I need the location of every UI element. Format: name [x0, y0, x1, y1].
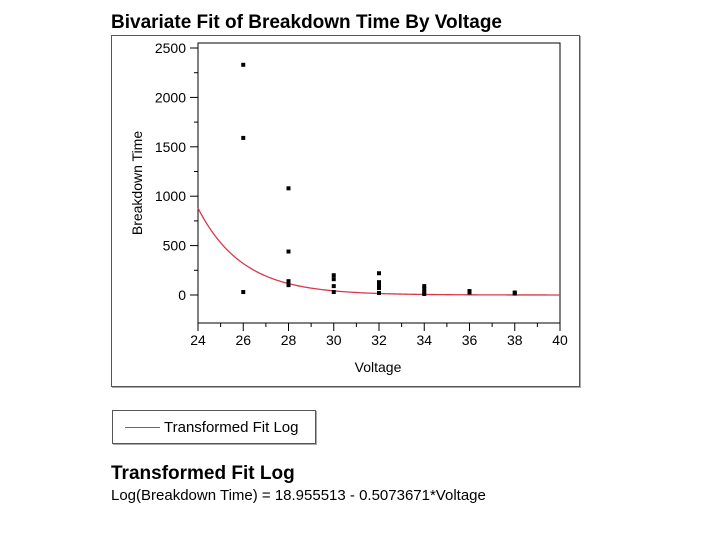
data-point: [241, 290, 246, 295]
report-frame: [111, 35, 580, 387]
y-tick-label: 0: [178, 287, 186, 303]
data-point: [331, 273, 336, 278]
legend-label: Transformed Fit Log: [164, 419, 299, 436]
data-point: [377, 271, 381, 276]
x-tick-label: 24: [190, 332, 206, 348]
data-point: [377, 291, 381, 296]
data-point: [241, 62, 246, 67]
x-tick-label: 28: [281, 332, 297, 348]
data-point: [286, 279, 291, 284]
y-tick-label: 1000: [155, 188, 186, 204]
y-tick-label: 500: [163, 238, 187, 254]
x-axis-label: Voltage: [355, 359, 402, 375]
data-point: [422, 292, 427, 297]
data-point: [331, 284, 336, 289]
legend-swatch: [125, 427, 160, 428]
fit-report-title: Transformed Fit Log: [111, 463, 295, 484]
data-point: [331, 290, 336, 295]
data-point: [512, 291, 517, 296]
data-point: [467, 290, 472, 295]
y-tick-label: 2000: [155, 89, 186, 105]
legend: Transformed Fit Log: [112, 410, 316, 444]
fit-equation: Log(Breakdown Time) = 18.955513 - 0.5073…: [111, 487, 486, 504]
y-tick-label: 2500: [155, 40, 186, 56]
x-tick-label: 34: [416, 332, 432, 348]
data-point: [331, 277, 336, 282]
data-point: [377, 280, 381, 285]
scatter-points: [241, 62, 517, 297]
report-title: Bivariate Fit of Breakdown Time By Volta…: [111, 12, 503, 33]
y-axis: 0 500 1000 1500 2000 2500: [155, 40, 198, 303]
data-point: [377, 283, 381, 288]
data-point: [422, 284, 427, 289]
data-point: [377, 286, 381, 291]
data-point: [422, 287, 427, 292]
y-tick-label: 1500: [155, 139, 186, 155]
data-point: [286, 249, 291, 254]
x-tick-label: 40: [552, 332, 568, 348]
x-tick-label: 32: [371, 332, 387, 348]
x-tick-label: 26: [235, 332, 251, 348]
data-point: [286, 186, 291, 191]
data-point: [286, 283, 291, 288]
x-tick-label: 38: [507, 332, 523, 348]
x-axis: 24 26 28 30 32 34 36 38 40: [190, 323, 568, 348]
data-point: [241, 135, 246, 140]
x-tick-label: 30: [326, 332, 342, 348]
y-axis-label: Breakdown Time: [129, 131, 145, 235]
x-tick-label: 36: [462, 332, 478, 348]
